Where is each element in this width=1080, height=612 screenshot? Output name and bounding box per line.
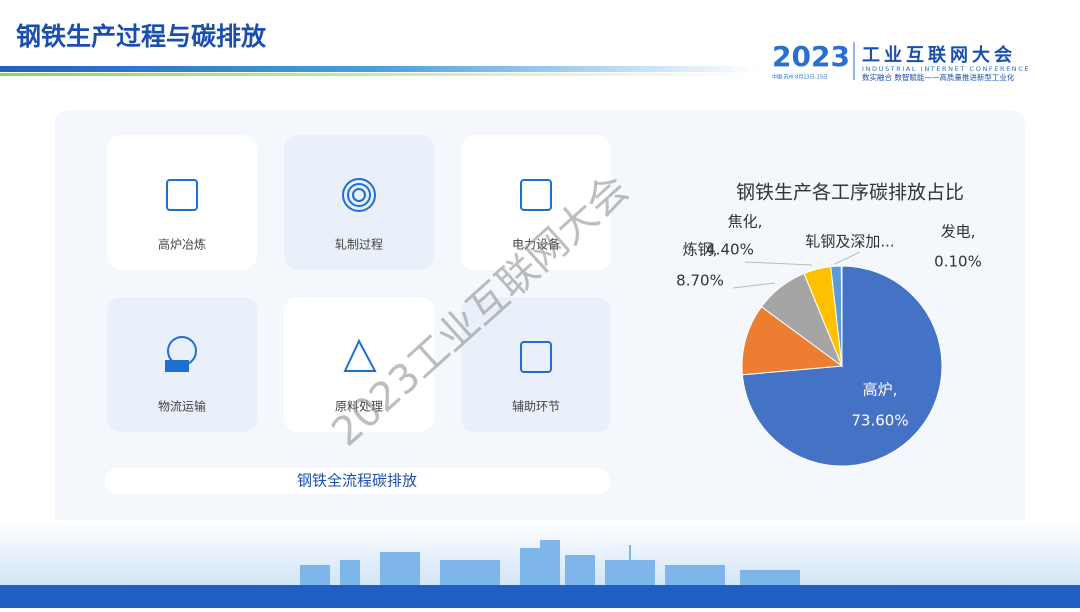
card xyxy=(461,135,611,270)
card-icon xyxy=(520,341,552,373)
logo-year: 2023 xyxy=(772,40,850,73)
pie: 高炉, 73.60% 炼钢, 8.70% 焦化, 4.40% 轧钢及深加... 发电, 0.10… xyxy=(676,213,982,467)
leader-line xyxy=(744,261,813,266)
card-icon xyxy=(342,178,376,212)
slice-label: 高炉, xyxy=(863,381,898,399)
card xyxy=(284,135,434,270)
logo-english: INDUSTRIAL INTERNET CONFERENCE xyxy=(862,65,1030,73)
value-label: 4.40% xyxy=(706,241,754,259)
card-label: 电力设备 xyxy=(512,238,560,252)
value-label: 73.60% xyxy=(851,412,908,430)
card xyxy=(461,297,611,432)
slice-label: 炼钢, xyxy=(683,241,718,259)
footer-pill xyxy=(105,468,610,494)
card-label: 原料处理 xyxy=(335,400,383,414)
card-label: 轧制过程 xyxy=(335,237,383,252)
card-label: 高炉冶炼 xyxy=(158,237,206,252)
icon-part xyxy=(347,183,371,207)
pie-slice xyxy=(741,306,844,376)
card-icon xyxy=(165,336,197,372)
card xyxy=(284,297,434,432)
leader-line xyxy=(732,282,776,289)
icon-part xyxy=(166,179,198,211)
icon-part xyxy=(342,178,376,212)
logo-slogan: 数实融合 数智赋能——高质量推进新型工业化 xyxy=(862,72,1015,82)
footer-label: 钢铁全流程碳排放 xyxy=(297,472,417,490)
slice-label: 发电, xyxy=(941,223,976,241)
card-icon xyxy=(166,179,198,211)
icon-part xyxy=(352,188,366,202)
skyline xyxy=(300,540,800,585)
card xyxy=(107,135,257,270)
icon-part xyxy=(165,360,189,372)
header-bar xyxy=(0,66,760,72)
value-label: 8.70% xyxy=(676,272,724,290)
card-icon xyxy=(343,338,377,372)
value-label: 0.10% xyxy=(934,253,982,271)
icon-part xyxy=(520,341,552,373)
footer-band xyxy=(0,585,1080,608)
card-icon xyxy=(520,179,552,211)
page-title: 钢铁生产过程与碳排放 xyxy=(16,22,267,51)
icon-part xyxy=(520,179,552,211)
icon-part xyxy=(343,338,377,372)
logo-name: 工业互联网大会 xyxy=(862,44,1016,66)
card-label: 物流运输 xyxy=(158,399,206,414)
slice-label: 焦化, xyxy=(728,213,763,231)
logo-place: 中国·苏州 8月13日-15日 xyxy=(772,74,828,81)
leader-line xyxy=(834,251,861,265)
header-bar xyxy=(0,73,760,76)
chart-title: 钢铁生产各工序碳排放占比 xyxy=(736,182,964,204)
slice-label: 轧钢及深加... xyxy=(805,233,894,251)
card-label: 辅助环节 xyxy=(512,400,560,414)
pie-slice xyxy=(840,265,843,367)
